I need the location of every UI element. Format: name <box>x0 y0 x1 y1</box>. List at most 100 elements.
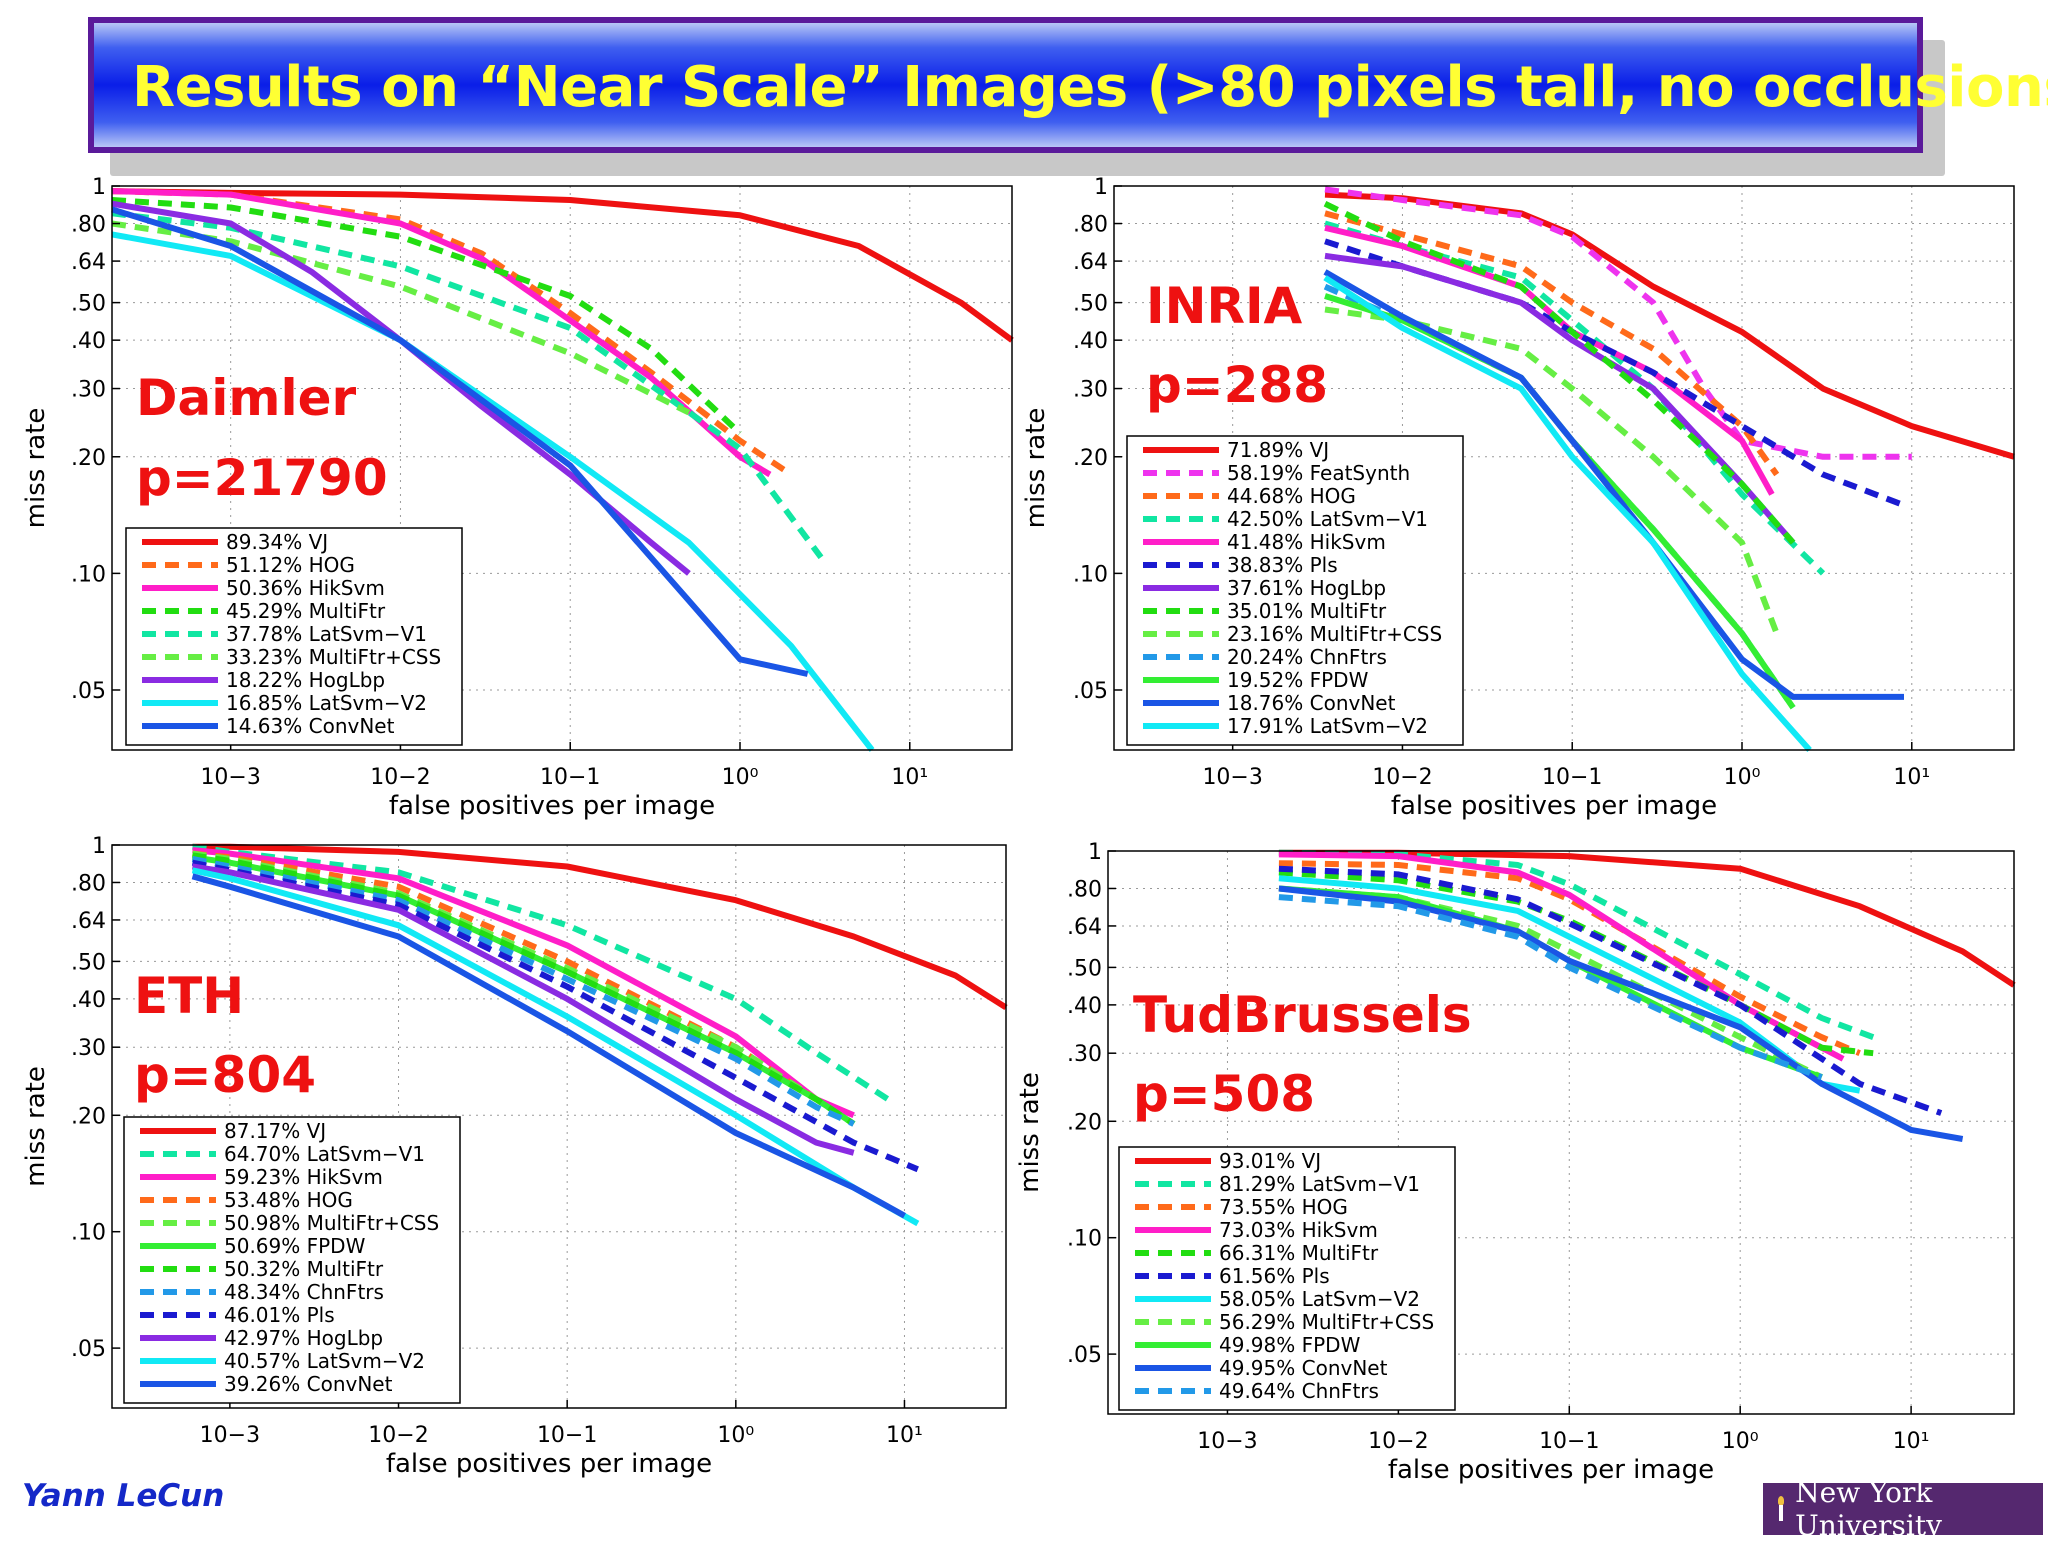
y-tick-label: .10 <box>71 562 106 587</box>
series-line-featsynth <box>1324 186 1912 460</box>
legend-box <box>123 1116 461 1404</box>
legend-entry: 50.98% MultiFtr+CSS <box>224 1211 439 1235</box>
y-tick-label: .50 <box>71 292 106 317</box>
y-tick-label: .40 <box>71 988 106 1013</box>
dataset-size-label: p=21790 <box>136 449 388 507</box>
legend-entry: 89.34% VJ <box>226 530 328 554</box>
legend-entry: 35.01% MultiFtr <box>1227 599 1387 623</box>
legend-entry: 19.52% FPDW <box>1227 668 1369 692</box>
x-tick-label: 10⁰ <box>717 1423 754 1448</box>
y-tick-label: .80 <box>1067 877 1102 902</box>
axes-box <box>111 185 1013 751</box>
x-axis-label: false positives per image <box>1388 1455 1714 1485</box>
y-tick-label: .40 <box>1067 994 1102 1019</box>
legend-entry: 59.23% HikSvm <box>224 1165 383 1189</box>
x-tick-label: 10¹ <box>1893 765 1930 790</box>
x-tick-label: 10⁰ <box>1722 1429 1759 1454</box>
x-tick-label: 10¹ <box>1893 1429 1930 1454</box>
series-line-vj <box>111 188 1014 343</box>
legend-entry: 81.29% LatSvm−V1 <box>1219 1172 1420 1196</box>
series-line-pls <box>191 859 919 1173</box>
legend-entry: 18.22% HogLbp <box>226 668 385 692</box>
x-axis-label: false positives per image <box>1391 791 1717 821</box>
x-tick-label: 10¹ <box>891 765 928 790</box>
title-banner: Results on “Near Scale” Images (>80 pixe… <box>88 17 2048 153</box>
slide-title: Results on “Near Scale” Images (>80 pixe… <box>132 55 2048 120</box>
series-line-hog <box>1278 860 1861 1056</box>
y-tick-label: 1 <box>1088 840 1102 865</box>
y-tick-label: .64 <box>71 250 106 275</box>
legend-entry: 51.12% HOG <box>226 553 355 577</box>
legend-entry: 38.83% Pls <box>1227 553 1338 577</box>
x-tick-label: 10−3 <box>200 765 260 790</box>
legend-entry: 71.89% VJ <box>1227 438 1329 462</box>
y-tick-label: .30 <box>71 1036 106 1061</box>
legend-entry: 20.24% ChnFtrs <box>1227 645 1387 669</box>
y-tick-label: .20 <box>71 446 106 471</box>
y-tick-label: .80 <box>71 871 106 896</box>
series-line-vj <box>192 843 1008 1011</box>
legend-entry: 16.85% LatSvm−V2 <box>226 691 427 715</box>
x-tick-label: 10⁰ <box>1724 765 1761 790</box>
y-axis-label: miss rate <box>21 1066 51 1187</box>
series-line-multiftr <box>1278 869 1874 1057</box>
x-tick-label: 10−3 <box>200 1423 260 1448</box>
chart-panel-bottom-left: 1 .80 .64 .50 .40 .30 .20 .10 .05 10−3 10−2 10−1 10⁰… <box>21 834 1008 1479</box>
legend-entry: 50.69% FPDW <box>224 1234 366 1258</box>
legend-entry: 40.57% LatSvm−V2 <box>224 1349 425 1373</box>
nyu-logo-text: New York University <box>1795 1476 1942 1542</box>
y-tick-label: .10 <box>1073 562 1108 587</box>
y-tick-label: .30 <box>71 378 106 403</box>
series-line-chnftrs <box>1278 894 1823 1081</box>
y-tick-label: .05 <box>1073 679 1108 704</box>
y-tick-label: .50 <box>1073 292 1108 317</box>
y-tick-label: 1 <box>92 834 106 859</box>
series-line-multiftr <box>1323 201 1796 545</box>
legend-entry: 93.01% VJ <box>1219 1149 1321 1173</box>
legend-entry: 44.68% HOG <box>1227 484 1356 508</box>
legend-entry: 46.01% Pls <box>224 1303 335 1327</box>
legend-entry: 45.29% MultiFtr <box>226 599 386 623</box>
x-tick-label: 10¹ <box>886 1423 923 1448</box>
series-line-hog <box>1324 210 1780 477</box>
y-tick-label: .80 <box>71 213 106 238</box>
legend-entry: 49.98% FPDW <box>1219 1333 1361 1357</box>
x-tick-label: 10−2 <box>1372 765 1432 790</box>
dataset-size-label: p=508 <box>1133 1065 1315 1123</box>
y-axis-label: miss rate <box>21 408 51 529</box>
legend-entry: 50.32% MultiFtr <box>224 1257 384 1281</box>
legend-entry: 66.31% MultiFtr <box>1219 1241 1379 1265</box>
dataset-label: TudBrussels <box>1133 986 1472 1044</box>
x-tick-label: 10−3 <box>1202 765 1262 790</box>
series-line-hoglbp <box>192 863 855 1156</box>
y-tick-label: .20 <box>1073 446 1108 471</box>
legend-entry: 73.55% HOG <box>1219 1195 1348 1219</box>
y-tick-label: .10 <box>1067 1227 1102 1252</box>
legend-entry: 48.34% ChnFtrs <box>224 1280 384 1304</box>
axes-box <box>111 844 1007 1409</box>
legend-box <box>125 527 463 746</box>
legend-entry: 49.95% ConvNet <box>1219 1356 1388 1380</box>
y-tick-label: .10 <box>71 1221 106 1246</box>
legend-entry: 58.19% FeatSynth <box>1227 461 1410 485</box>
torch-icon <box>1775 1496 1785 1522</box>
series-line-pls <box>1278 865 1943 1116</box>
x-tick-label: 10⁰ <box>722 765 759 790</box>
series-line-convnet <box>111 206 809 677</box>
legend-entry: 58.05% LatSvm−V2 <box>1219 1287 1420 1311</box>
dataset-label: Daimler <box>136 369 357 427</box>
dataset-size-label: p=288 <box>1146 356 1328 414</box>
y-tick-label: .64 <box>71 909 106 934</box>
x-tick-label: 10−2 <box>1368 1429 1428 1454</box>
series-line-convnet <box>1278 885 1964 1142</box>
x-tick-label: 10−3 <box>1197 1429 1257 1454</box>
legend-entry: 18.76% ConvNet <box>1227 691 1396 715</box>
x-tick-label: 10−2 <box>368 1423 428 1448</box>
chart-panel-bottom-right: 1 .80 .64 .50 .40 .30 .20 .10 .05 10−3 10−2 10−1 10⁰… <box>1015 840 2016 1485</box>
x-tick-label: 10−1 <box>540 765 600 790</box>
legend-entry: 33.23% MultiFtr+CSS <box>226 645 441 669</box>
y-tick-label: .64 <box>1067 915 1102 940</box>
author-name: Yann LeCun <box>22 1478 225 1514</box>
